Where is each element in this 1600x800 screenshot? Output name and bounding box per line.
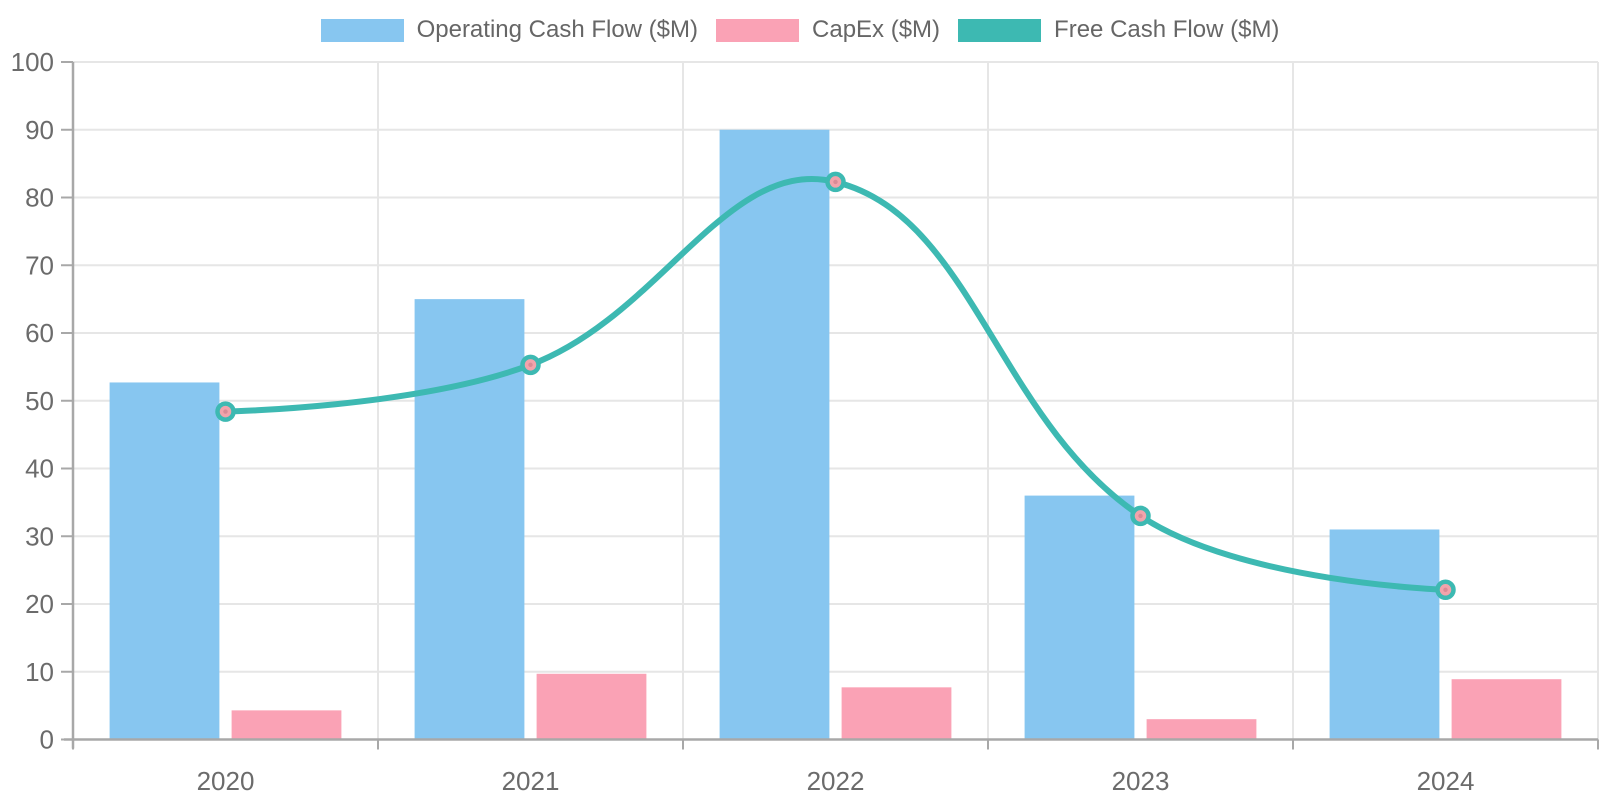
line-point-2024[interactable] [1435, 579, 1456, 601]
legend-item-operating-cash-flow[interactable]: Operating Cash Flow ($M) [320, 16, 699, 44]
y-tick-label: 20 [25, 589, 54, 619]
legend-label-operating-cash-flow: Operating Cash Flow ($M) [416, 16, 699, 43]
line-point-2021[interactable] [520, 354, 541, 376]
y-tick-label: 100 [11, 47, 54, 77]
bar-2022-series-0[interactable] [719, 129, 830, 740]
bar-2020-series-1[interactable] [231, 710, 342, 740]
bar-2023-series-1[interactable] [1146, 719, 1257, 740]
line-point-2020[interactable] [215, 401, 236, 422]
bar-series-0 [109, 129, 1440, 740]
chart-legend: Operating Cash Flow ($M) CapEx ($M) Free… [0, 16, 1600, 44]
bar-2024-series-0[interactable] [1329, 529, 1440, 740]
bar-2024-series-1[interactable] [1451, 679, 1562, 740]
legend-item-free-cash-flow[interactable]: Free Cash Flow ($M) [958, 16, 1279, 44]
line-series-2 [215, 171, 1456, 601]
x-tick-label: 2020 [197, 766, 255, 796]
line-point-2023[interactable] [1130, 505, 1151, 527]
axes: 0 10 20 30 40 50 60 70 80 90 100 2020 2021 2022 2023 20… [11, 47, 1599, 796]
y-tick-label: 0 [40, 725, 54, 755]
y-tick-label: 60 [25, 318, 54, 348]
legend-swatch-free-cash-flow-icon [958, 18, 1042, 42]
legend-item-capex[interactable]: CapEx ($M) [716, 16, 940, 44]
y-tick-label: 80 [25, 183, 54, 213]
point-center-dot-icon [1138, 513, 1143, 519]
y-tick-label: 10 [25, 657, 54, 687]
y-tick-label: 30 [25, 521, 54, 551]
y-tick-label: 70 [25, 250, 54, 280]
gridlines [73, 61, 1599, 740]
x-tick-label: 2022 [807, 766, 865, 796]
x-tick-label: 2023 [1112, 766, 1170, 796]
x-tick-label: 2021 [502, 766, 560, 796]
point-center-dot-icon [1443, 587, 1448, 592]
line-point-2022[interactable] [825, 171, 846, 193]
bar-2020-series-0[interactable] [109, 382, 220, 740]
point-center-dot-icon [528, 362, 533, 368]
bar-2023-series-0[interactable] [1024, 495, 1135, 740]
y-tick-label: 90 [25, 115, 54, 145]
bar-2022-series-1[interactable] [841, 687, 952, 740]
legend-label-free-cash-flow: Free Cash Flow ($M) [1054, 16, 1280, 43]
bar-series-1 [231, 673, 1562, 740]
x-tick-label: 2024 [1417, 766, 1475, 796]
free-cash-flow-line[interactable] [222, 176, 1449, 593]
point-center-dot-icon [833, 179, 838, 185]
bar-2021-series-1[interactable] [536, 673, 647, 740]
legend-swatch-operating-cash-flow-icon [320, 18, 404, 42]
y-tick-label: 50 [25, 386, 54, 416]
y-tick-label: 40 [25, 454, 54, 484]
legend-label-capex: CapEx ($M) [812, 16, 941, 43]
bar-2021-series-0[interactable] [414, 299, 525, 740]
legend-swatch-capex-icon [716, 18, 800, 42]
point-center-dot-icon [223, 409, 228, 414]
